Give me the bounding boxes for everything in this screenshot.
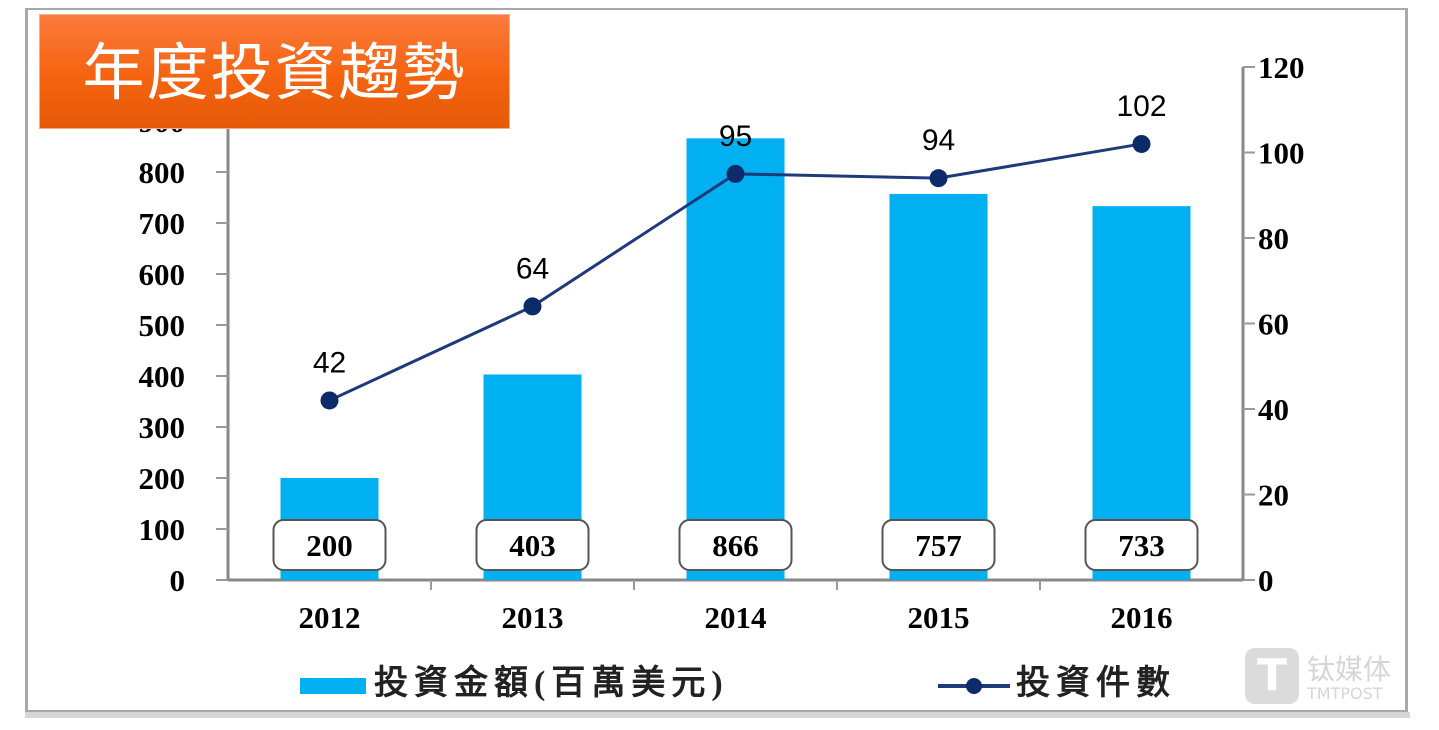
- line-data-label: 95: [719, 120, 752, 153]
- left-tick-label: 500: [139, 308, 186, 343]
- right-tick-label: 100: [1258, 136, 1305, 171]
- right-tick-label: 120: [1258, 50, 1305, 85]
- line-data-label: 102: [1116, 90, 1166, 123]
- legend-swatch-bar: [300, 678, 366, 695]
- bar-data-label-box: [881, 519, 996, 571]
- frame-shadow: [25, 712, 1410, 718]
- left-tick-label: 0: [170, 563, 186, 598]
- line-data-label: 42: [313, 346, 346, 379]
- line-data-label: 64: [516, 252, 549, 285]
- bar-data-label: 403: [509, 528, 556, 563]
- x-tick-label: 2016: [1111, 600, 1173, 635]
- line-point-2013: [523, 297, 542, 316]
- right-tick-label: 80: [1258, 221, 1289, 256]
- bar-2015: [889, 193, 988, 580]
- left-tick-label: 200: [139, 461, 186, 496]
- bar-data-label: 200: [306, 528, 353, 563]
- watermark: T 钛媒体 TMTPOST: [1245, 648, 1405, 706]
- left-tick-label: 600: [139, 257, 186, 292]
- right-tick-label: 60: [1258, 307, 1289, 342]
- x-tick-label: 2013: [502, 600, 564, 635]
- right-tick-label: 40: [1258, 392, 1289, 427]
- line-data-label: 94: [922, 124, 955, 157]
- legend-label-count: 投資件數: [1016, 665, 1176, 702]
- line-point-2015: [929, 169, 948, 188]
- bar-2014: [686, 138, 785, 580]
- left-tick-label: 400: [139, 359, 186, 394]
- line-point-2012: [320, 391, 339, 410]
- chart-frame: [25, 8, 1408, 713]
- legend-item-amount: 投資金額(百萬美元): [300, 655, 729, 704]
- bar-2016: [1092, 206, 1191, 581]
- bar-data-label-box: [1084, 519, 1199, 571]
- legend-item-count: 投資件數: [938, 655, 1176, 704]
- bar-data-label: 866: [712, 528, 759, 563]
- bar-data-label: 757: [915, 528, 962, 563]
- watermark-en: TMTPOST: [1307, 684, 1383, 703]
- x-tick-label: 2014: [705, 600, 767, 635]
- left-tick-label: 100: [139, 512, 186, 547]
- left-tick-label: 300: [139, 410, 186, 445]
- legend-swatch-line: [938, 678, 1010, 695]
- line-point-2014: [726, 164, 745, 183]
- bar-data-label: 733: [1118, 528, 1165, 563]
- watermark-logo-icon: T: [1245, 648, 1299, 704]
- line-point-2016: [1132, 134, 1151, 153]
- right-tick-label: 20: [1258, 478, 1289, 513]
- x-tick-label: 2015: [908, 600, 970, 635]
- right-tick-label: 0: [1258, 563, 1274, 598]
- bar-data-label-box: [678, 519, 793, 571]
- legend-label-amount: 投資金額(百萬美元): [374, 665, 729, 702]
- bar-data-label-box: [475, 519, 590, 571]
- left-tick-label: 800: [139, 155, 186, 190]
- x-tick-label: 2012: [299, 600, 361, 635]
- left-tick-label: 700: [139, 206, 186, 241]
- chart-title: 年度投資趨勢: [39, 14, 510, 129]
- watermark-cn: 钛媒体: [1307, 653, 1392, 686]
- bar-data-label-box: [272, 519, 387, 571]
